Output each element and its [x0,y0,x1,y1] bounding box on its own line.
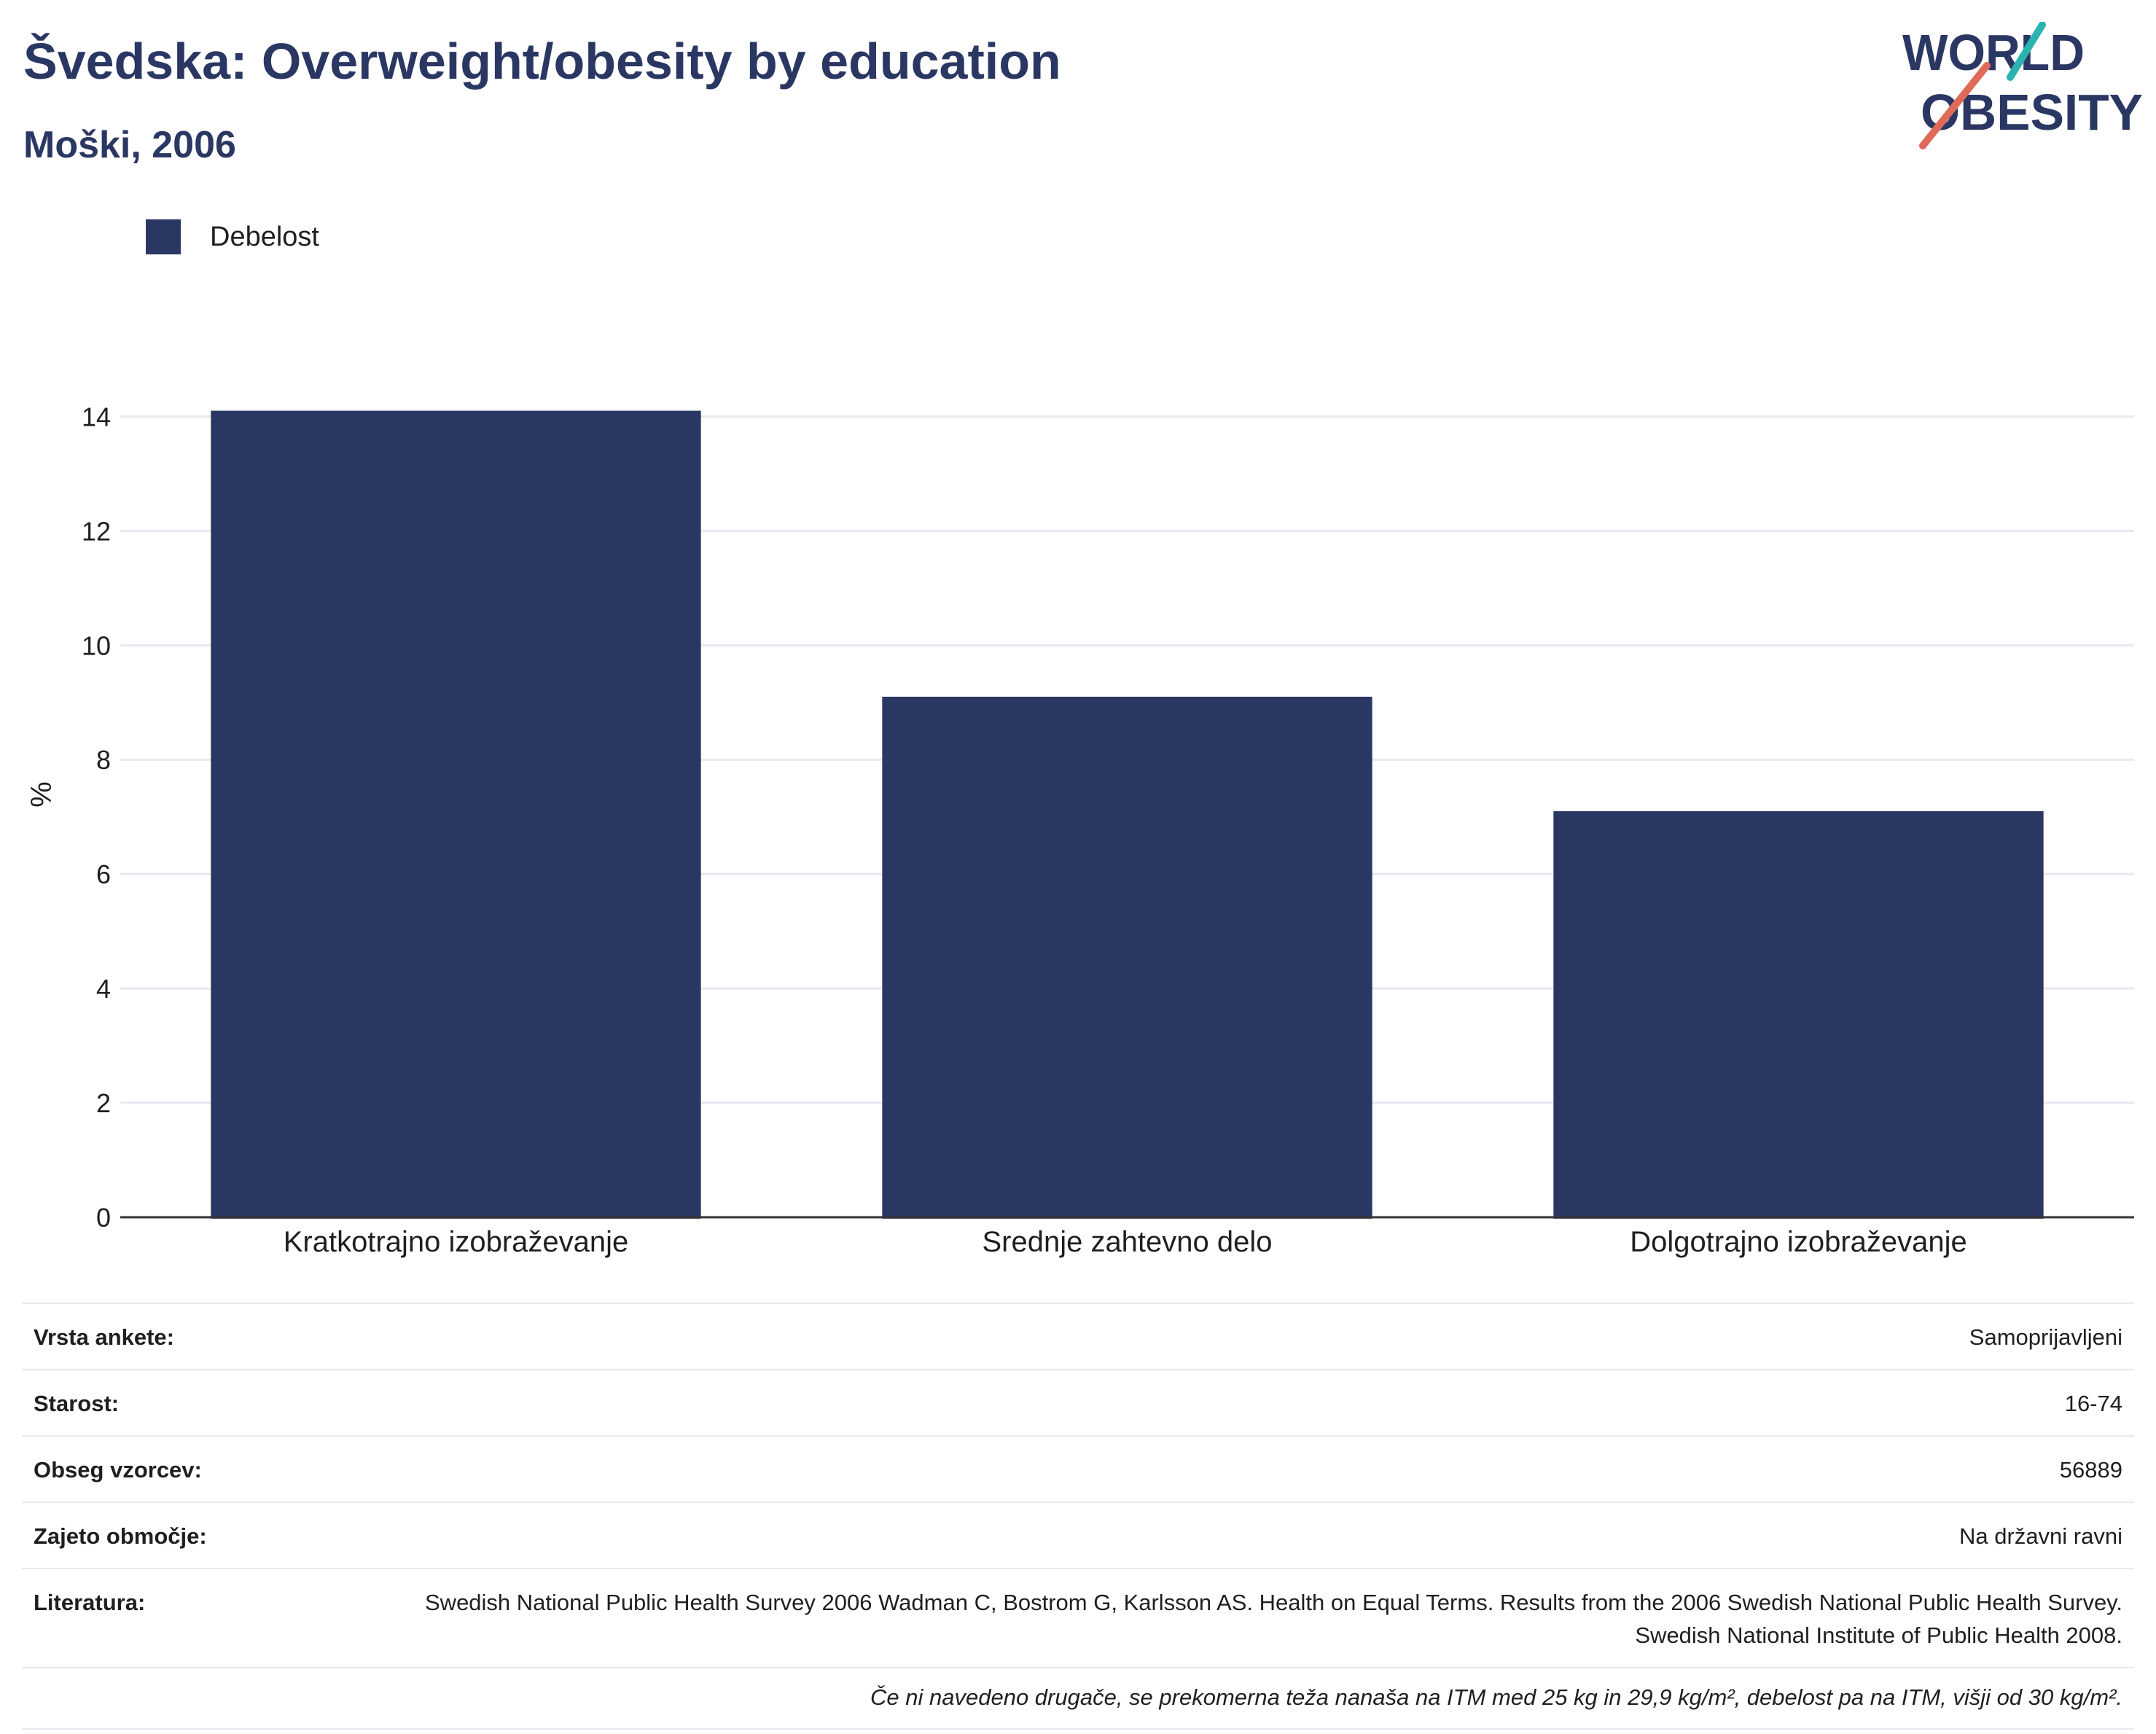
y-tick-label: 2 [96,1088,111,1118]
y-tick-label: 4 [96,974,111,1004]
bar [211,410,701,1219]
bar [882,696,1372,1219]
info-key: Vrsta ankete: [34,1324,174,1350]
page-title: Švedska: Overweight/obesity by education [23,33,1061,90]
info-value: Na državni ravni [1959,1523,2122,1549]
info-row: Vrsta ankete: Samoprijavljeni [22,1303,2134,1369]
logo-slash-red [1919,62,1991,149]
info-value: Swedish National Public Health Survey 20… [425,1589,2122,1648]
info-row: Zajeto območje: Na državni ravni [22,1501,2134,1568]
logo-word-1: WORLD [1902,24,2085,81]
legend-label-debelost: Debelost [210,221,319,252]
info-value: 56889 [2059,1456,2122,1483]
x-tick-label: Srednje zahtevno delo [982,1226,1272,1258]
definition-note: Če ni navedeno drugače, se prekomerna te… [22,1666,2134,1730]
logo-slash-teal [2007,22,2046,81]
chart-legend: Debelost [146,219,319,255]
y-axis-title: % [26,781,58,808]
y-tick-label: 12 [82,516,111,546]
info-key: Literatura: [34,1589,146,1615]
legend-swatch-debelost [146,219,181,254]
bar [1553,811,2044,1219]
y-tick-label: 8 [96,745,111,775]
world-obesity-logo: WORLD OBESITY [1902,22,2143,149]
info-key: Zajeto območje: [34,1523,207,1549]
survey-info-table: Vrsta ankete: Samoprijavljeni Starost: 16-7… [22,1303,2134,1730]
bar-chart: 0 2 4 6 8 10 12 14 Kratkotrajno izobraževanje Sre… [26,402,2134,1258]
axes: 0 2 4 6 8 10 12 14 Kratkotrajno izobraževanje Sre… [82,402,2134,1258]
logo-word-2: OBESITY [1921,84,2143,141]
info-key: Starost: [34,1390,120,1416]
x-tick-label: Dolgotrajno izobraževanje [1630,1226,1967,1258]
info-value: Samoprijavljeni [1969,1324,2122,1350]
y-tick-label: 14 [82,402,111,431]
info-row: Starost: 16-74 [22,1368,2134,1435]
info-key: Obseg vzorcev: [34,1456,202,1483]
bars [211,410,2044,1219]
info-row: Obseg vzorcev: 56889 [22,1434,2134,1501]
info-value: 16-74 [2064,1390,2122,1416]
y-tick-label: 0 [96,1203,111,1233]
y-tick-label: 10 [82,630,111,660]
page-subtitle: Moški, 2006 [23,124,236,166]
x-tick-label: Kratkotrajno izobraževanje [284,1226,629,1258]
y-tick-label: 6 [96,859,111,889]
info-row: Literatura: Swedish National Public Healt… [22,1567,2134,1667]
